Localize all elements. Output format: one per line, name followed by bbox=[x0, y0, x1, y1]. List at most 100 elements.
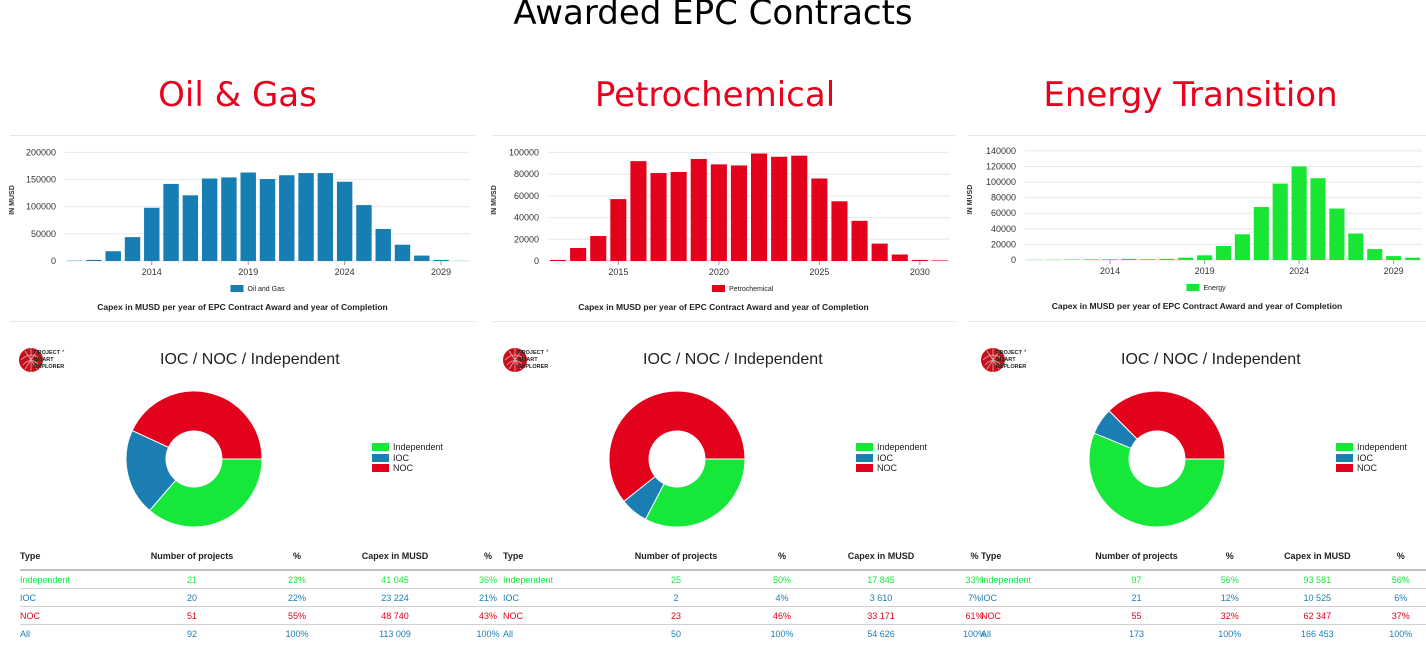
sector-title: Petrochemical bbox=[594, 75, 836, 115]
table-cell: 36% bbox=[460, 569, 516, 589]
table-cell: 2 bbox=[603, 588, 749, 607]
legend-label: NOC bbox=[393, 463, 413, 474]
legend-label: IOC bbox=[393, 452, 410, 463]
donut-title: IOC / NOC / Independent bbox=[1121, 351, 1301, 368]
legend-item: Independent bbox=[1336, 442, 1407, 453]
logo-text: EXPLORER bbox=[34, 364, 64, 370]
table-header: Type bbox=[981, 551, 1002, 561]
legend-item: Independent bbox=[856, 442, 927, 453]
table-header-row: Type Number of projects% Capex in MUSD% bbox=[20, 543, 516, 570]
logo-text: SMART bbox=[996, 357, 1016, 363]
legend-item: Independent bbox=[372, 442, 443, 453]
donut-legend: Independent IOC NOC bbox=[856, 442, 927, 474]
table-header: % bbox=[970, 551, 979, 561]
table-cell: All bbox=[981, 624, 1073, 642]
legend-label: Independent bbox=[877, 442, 928, 453]
table-row: Independent 97 56% 93 581 56% bbox=[981, 569, 1426, 589]
page-title: Awarded EPC Contracts bbox=[513, 0, 913, 33]
logo-text: SMART bbox=[518, 357, 538, 363]
table-cell: 37% bbox=[1375, 606, 1426, 625]
table-row: NOC 55 32% 62 347 37% bbox=[981, 606, 1426, 625]
table-cell: NOC bbox=[503, 606, 603, 625]
table-row: NOC 23 46% 33 171 61% bbox=[503, 606, 1002, 625]
table-cell: 22% bbox=[264, 588, 330, 607]
legend-label: NOC bbox=[877, 463, 897, 474]
legend-swatch bbox=[372, 443, 389, 452]
table-cell: 55% bbox=[264, 606, 330, 625]
table-header: % bbox=[292, 551, 301, 561]
table-cell: IOC bbox=[981, 588, 1073, 607]
table-cell: 50 bbox=[603, 624, 749, 642]
logo-text: EXPLORER bbox=[996, 364, 1026, 370]
legend-item: NOC bbox=[856, 463, 927, 474]
legend-item: NOC bbox=[1336, 463, 1407, 474]
table-cell: 10 525 bbox=[1259, 588, 1376, 607]
legend-item: IOC bbox=[372, 453, 443, 464]
table-row: IOC 20 22% 23 224 21% bbox=[20, 588, 516, 607]
logo-mark: * bbox=[62, 350, 65, 356]
table-cell: 21 bbox=[120, 569, 264, 589]
table-cell: 32% bbox=[1200, 606, 1260, 625]
table-row: NOC 51 55% 48 740 43% bbox=[20, 606, 516, 625]
table-cell: 25 bbox=[603, 569, 749, 589]
table-cell: All bbox=[503, 624, 603, 642]
donut-title: IOC / NOC / Independent bbox=[643, 351, 823, 368]
table-cell: 100% bbox=[1200, 624, 1260, 642]
table-cell: Independent bbox=[981, 569, 1073, 589]
table-cell: 3 610 bbox=[815, 588, 947, 607]
table-header-row: Type Number of projects% Capex in MUSD% bbox=[981, 543, 1426, 570]
table-cell: 50% bbox=[749, 569, 815, 589]
table-cell: 97 bbox=[1072, 569, 1201, 589]
panel-1: Oil & Gas bbox=[0, 0, 475, 645]
table-header: % bbox=[1225, 551, 1234, 561]
table-cell: 56% bbox=[1200, 569, 1260, 589]
table-cell: 43% bbox=[460, 606, 516, 625]
donut-legend: Independent IOC NOC bbox=[372, 442, 443, 474]
logo-text: PROJECT bbox=[34, 350, 61, 356]
bar-chart-card bbox=[968, 135, 1426, 322]
summary-table: Type Number of projects% Capex in MUSD% Ind… bbox=[981, 543, 1426, 642]
table-cell: 4% bbox=[749, 588, 815, 607]
table-cell: 41 045 bbox=[330, 569, 460, 589]
table-row: IOC 2 4% 3 610 7% bbox=[503, 588, 1002, 607]
logo-text: EXPLORER bbox=[518, 364, 548, 370]
table-header: % bbox=[777, 551, 786, 561]
table-cell: 100% bbox=[1375, 624, 1426, 642]
sector-title: Oil & Gas bbox=[158, 75, 317, 115]
legend-swatch bbox=[856, 464, 873, 473]
table-cell: 23 224 bbox=[330, 588, 460, 607]
donut-legend: Independent IOC NOC bbox=[1336, 442, 1407, 474]
logo-text: PROJECT bbox=[518, 350, 545, 356]
legend-swatch bbox=[1336, 453, 1353, 462]
legend-swatch bbox=[856, 443, 873, 452]
donut-title: IOC / NOC / Independent bbox=[160, 351, 340, 368]
legend-label: Independent bbox=[1357, 442, 1408, 453]
legend-swatch bbox=[856, 453, 873, 462]
table-cell: 56% bbox=[1375, 569, 1426, 589]
table-row: All 92 100% 113 009 100% bbox=[20, 624, 516, 642]
table-header: Type bbox=[503, 551, 524, 561]
legend-swatch bbox=[1336, 464, 1353, 473]
table-cell: NOC bbox=[981, 606, 1073, 625]
table-cell: 23 bbox=[603, 606, 749, 625]
logo-text: PROJECT bbox=[996, 350, 1023, 356]
legend-swatch bbox=[1336, 443, 1353, 452]
table-cell: 21 bbox=[1072, 588, 1201, 607]
table-cell: All bbox=[20, 624, 120, 642]
table-header: Type bbox=[20, 551, 41, 561]
table-row: Independent 21 23% 41 045 36% bbox=[20, 569, 516, 589]
table-cell: 55 bbox=[1072, 606, 1201, 625]
panel-2: Petrochemical bbox=[475, 0, 955, 645]
table-cell: 23% bbox=[264, 569, 330, 589]
table-cell: IOC bbox=[503, 588, 603, 607]
table-cell: 12% bbox=[1200, 588, 1260, 607]
table-row: All 50 100% 54 626 100% bbox=[503, 624, 1002, 642]
legend-swatch bbox=[372, 464, 389, 473]
table-cell: 6% bbox=[1375, 588, 1426, 607]
table-cell: 46% bbox=[749, 606, 815, 625]
logo-mark: * bbox=[546, 350, 549, 356]
table-cell: 51 bbox=[120, 606, 264, 625]
legend-label: IOC bbox=[877, 452, 894, 463]
